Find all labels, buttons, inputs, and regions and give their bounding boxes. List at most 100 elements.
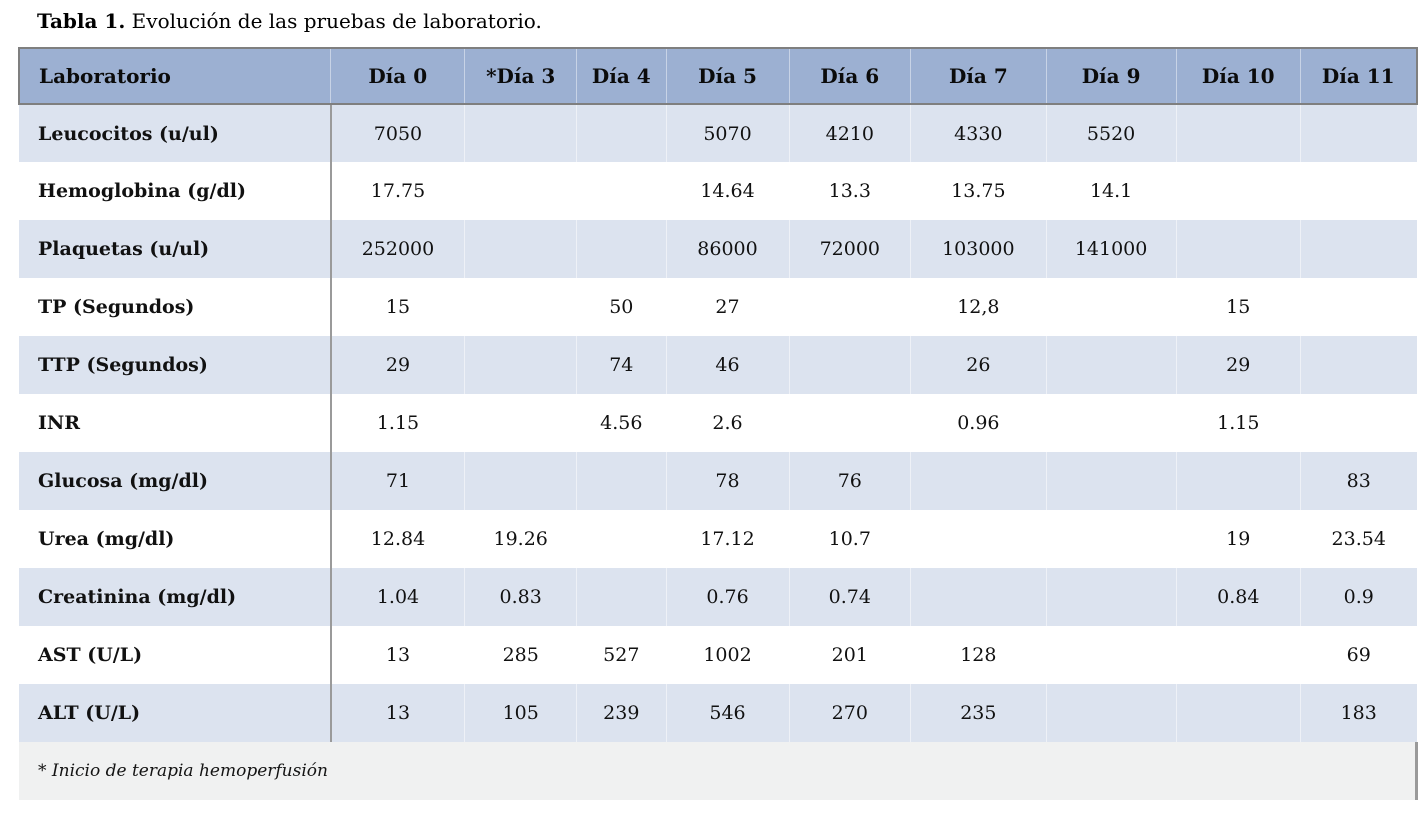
cell-value [1175, 684, 1301, 742]
cell-value: 10.7 [788, 510, 911, 568]
cell-value [576, 162, 667, 220]
table-row: TP (Segundos) 15 50 27 12,8 15 [19, 278, 1417, 336]
table-row: Creatinina (mg/dl) 1.04 0.83 0.76 0.74 0.84 0.… [19, 568, 1417, 626]
cell-value: 72000 [788, 220, 911, 278]
cell-value [788, 394, 911, 452]
table-row: Glucosa (mg/dl) 71 78 76 83 [19, 452, 1417, 510]
cell-value: 0.84 [1175, 568, 1301, 626]
cell-value: 26 [910, 336, 1047, 394]
cell-value: 527 [576, 626, 667, 684]
cell-value: 14.64 [665, 162, 789, 220]
cell-value [464, 104, 577, 162]
cell-value: 17.75 [330, 162, 465, 220]
cell-value [1045, 336, 1177, 394]
table-row: ALT (U/L) 13 105 239 546 270 235 183 [19, 684, 1417, 742]
cell-value [1045, 452, 1177, 510]
cell-value [464, 278, 577, 336]
cell-value: 4210 [788, 104, 911, 162]
cell-value: 76 [788, 452, 911, 510]
cell-value [576, 510, 667, 568]
cell-value: 23.54 [1299, 510, 1417, 568]
cell-value [576, 220, 667, 278]
table-caption-label: Tabla 1. [37, 9, 126, 33]
cell-value: 19 [1175, 510, 1301, 568]
cell-value: 50 [576, 278, 667, 336]
column-header-día-11: Día 11 [1299, 47, 1418, 105]
cell-value: 7050 [330, 104, 465, 162]
cell-value [1299, 220, 1417, 278]
cell-value: 1.15 [1175, 394, 1301, 452]
cell-value [1299, 104, 1417, 162]
cell-value: 15 [1175, 278, 1301, 336]
table-row: Urea (mg/dl) 12.84 19.26 17.12 10.7 19 23.54 [19, 510, 1417, 568]
cell-value: 546 [665, 684, 789, 742]
cell-value: 5520 [1045, 104, 1177, 162]
cell-value [464, 162, 577, 220]
cell-value: 17.12 [665, 510, 789, 568]
cell-value [464, 394, 577, 452]
cell-value: 0.96 [910, 394, 1047, 452]
cell-value [1045, 684, 1177, 742]
cell-value: 13 [330, 626, 465, 684]
table-row: Hemoglobina (g/dl) 17.75 14.64 13.3 13.75 14.… [19, 162, 1417, 220]
cell-value: 78 [665, 452, 789, 510]
cell-value: 2.6 [665, 394, 789, 452]
cell-value: 0.74 [788, 568, 911, 626]
header-row: Laboratorio Día 0 *Día 3 Día 4 Día 5 Día 6 Día… [18, 47, 1418, 105]
cell-value [1045, 510, 1177, 568]
lab-results-table: Laboratorio Día 0 *Día 3 Día 4 Día 5 Día 6 Día… [18, 47, 1418, 800]
cell-value [788, 278, 911, 336]
cell-value [910, 568, 1047, 626]
cell-value [1045, 626, 1177, 684]
cell-value [1299, 336, 1417, 394]
cell-value: 128 [910, 626, 1047, 684]
cell-value [464, 452, 577, 510]
cell-value: 86000 [665, 220, 789, 278]
row-label: INR [19, 394, 332, 452]
row-label: Hemoglobina (g/dl) [19, 162, 332, 220]
column-header-día-5: Día 5 [665, 47, 789, 105]
column-header-día-0: Día 0 [330, 47, 465, 105]
cell-value: 27 [665, 278, 789, 336]
row-label: Leucocitos (u/ul) [19, 104, 332, 162]
row-label: Glucosa (mg/dl) [19, 452, 332, 510]
cell-value: 13.3 [788, 162, 911, 220]
cell-value: 1.15 [330, 394, 465, 452]
table-row: INR 1.15 4.56 2.6 0.96 1.15 [19, 394, 1417, 452]
cell-value: 252000 [330, 220, 465, 278]
cell-value [576, 104, 667, 162]
cell-value [464, 336, 577, 394]
cell-value [1175, 104, 1301, 162]
row-label: Creatinina (mg/dl) [19, 568, 332, 626]
row-label: TP (Segundos) [19, 278, 332, 336]
cell-value [576, 568, 667, 626]
cell-value: 183 [1299, 684, 1417, 742]
cell-value: 0.83 [464, 568, 577, 626]
cell-value [1045, 394, 1177, 452]
cell-value: 239 [576, 684, 667, 742]
cell-value: 235 [910, 684, 1047, 742]
row-label: AST (U/L) [19, 626, 332, 684]
cell-value [1175, 220, 1301, 278]
cell-value: 0.9 [1299, 568, 1417, 626]
cell-value: 285 [464, 626, 577, 684]
row-label: Plaquetas (u/ul) [19, 220, 332, 278]
cell-value: 141000 [1045, 220, 1177, 278]
column-header-día-10: Día 10 [1175, 47, 1301, 105]
cell-value: 4.56 [576, 394, 667, 452]
cell-value: 4330 [910, 104, 1047, 162]
cell-value: 14.1 [1045, 162, 1177, 220]
cell-value [1175, 626, 1301, 684]
column-header-día-6: Día 6 [788, 47, 911, 105]
table-row: AST (U/L) 13 285 527 1002 201 128 69 [19, 626, 1417, 684]
cell-value: 103000 [910, 220, 1047, 278]
column-header--día-3: *Día 3 [464, 47, 577, 105]
cell-value: 13 [330, 684, 465, 742]
cell-value: 270 [788, 684, 911, 742]
cell-value: 83 [1299, 452, 1417, 510]
cell-value: 19.26 [464, 510, 577, 568]
footnote: * Inicio de terapia hemoperfusión [19, 742, 1418, 800]
cell-value [1045, 568, 1177, 626]
cell-value [1175, 162, 1301, 220]
table-row: Leucocitos (u/ul) 7050 5070 4210 4330 5520 [19, 104, 1417, 162]
